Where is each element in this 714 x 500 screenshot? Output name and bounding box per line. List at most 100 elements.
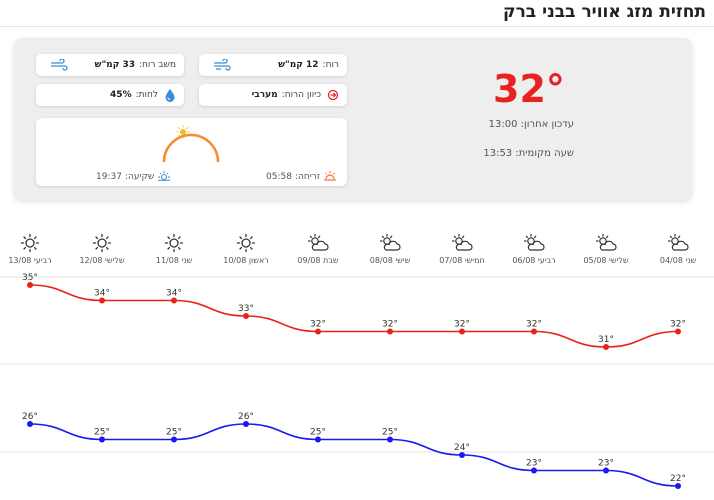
partly-cloudy-icon	[432, 232, 492, 254]
high-temperature-point	[99, 297, 105, 304]
high-temperature-label: 32°	[526, 320, 542, 330]
low-temperature-label: 23°	[526, 459, 542, 469]
low-temperature-label: 25°	[166, 428, 182, 438]
forecast-day-label: שלישי 12/08	[79, 256, 125, 265]
sun-icon	[72, 232, 132, 254]
sunrise-time: 05:58	[266, 172, 292, 182]
forecast-day-label: חמישי 07/08	[439, 256, 485, 265]
last-update-time: 13:00	[488, 119, 518, 130]
humidity-value: 45%	[110, 90, 132, 100]
low-temperature-point	[315, 436, 321, 443]
humidity-pill: לחות: 45%	[36, 84, 184, 106]
humidity-drop-icon	[164, 88, 176, 102]
forecast-day-label: שלישי 05/08	[583, 256, 629, 265]
low-temperature-label: 25°	[310, 428, 326, 438]
forecast-day-label: רביעי 13/08	[8, 256, 52, 265]
low-temperature-line	[29, 423, 679, 487]
sunrise-label: זריחה:	[294, 172, 320, 182]
forecast-day: שלישי 12/08	[72, 232, 132, 265]
sunrise-info: זריחה: 05:58	[266, 170, 337, 184]
forecast-day: ראשון 10/08	[216, 232, 276, 265]
wind-direction-pill: כיוון הרוח: מערבי	[199, 84, 347, 106]
partly-cloudy-icon	[648, 232, 708, 254]
sunset-time: 19:37	[96, 172, 122, 182]
high-temperature-point	[243, 313, 249, 319]
gust-icon	[50, 59, 68, 71]
forecast-day: חמישי 07/08	[432, 232, 492, 265]
sunset-icon	[157, 170, 171, 184]
sun-times-box: זריחה: 05:58 שקיעה: 19:37	[36, 118, 347, 186]
last-update: עדכון אחרון: 13:00	[489, 119, 574, 130]
compass-icon	[327, 89, 339, 101]
high-temperature-label: 32°	[382, 320, 398, 330]
forecast-day: רביעי 06/08	[504, 232, 564, 265]
sun-icon	[144, 232, 204, 254]
gust-label: משב רוח:	[139, 60, 176, 70]
local-time-label: שעה מקומית:	[515, 148, 574, 159]
forecast-day: שבת 09/08	[288, 232, 348, 265]
high-temperature-point	[387, 328, 393, 335]
forecast-day: שני 11/08	[144, 232, 204, 265]
high-temperature-point	[603, 344, 609, 350]
partly-cloudy-icon	[360, 232, 420, 254]
low-temperature-label: 24°	[454, 443, 470, 453]
high-temperature-point	[315, 328, 321, 335]
wind-pill: רוח: 12 קמ"ש	[199, 54, 347, 76]
page-title: תחזית מזג אוויר בבני ברק	[503, 2, 706, 22]
low-temperature-label: 23°	[598, 459, 614, 469]
sun-position-icon	[176, 124, 190, 143]
low-temperature-point	[459, 452, 465, 458]
low-temperature-point	[171, 436, 177, 443]
high-temperature-point	[531, 328, 537, 335]
sunset-info: שקיעה: 19:37	[96, 170, 171, 184]
last-update-label: עדכון אחרון:	[520, 119, 574, 130]
forecast-day: רביעי 13/08	[0, 232, 60, 265]
low-temperature-point	[603, 467, 609, 474]
forecast-day-label: רביעי 06/08	[512, 256, 556, 265]
humidity-label: לחות:	[135, 90, 158, 100]
high-temperature-point	[171, 297, 177, 304]
low-temperature-point	[531, 467, 537, 474]
high-temperature-label: 34°	[166, 289, 182, 299]
wind-value: 12 קמ"ש	[278, 60, 319, 70]
high-temperature-point	[675, 328, 681, 335]
forecast-day-label: שבת 09/08	[297, 256, 339, 265]
high-temperature-line	[29, 284, 679, 348]
low-temperature-point	[675, 483, 681, 489]
high-temperature-point	[27, 282, 33, 288]
partly-cloudy-icon	[504, 232, 564, 254]
low-temperature-label: 25°	[94, 428, 110, 438]
low-temperature-label: 26°	[238, 412, 254, 422]
sunset-label: שקיעה:	[124, 172, 155, 182]
high-temperature-label: 32°	[454, 320, 470, 330]
low-temperature-point	[243, 421, 249, 427]
gust-value: 33 קמ"ש	[94, 60, 135, 70]
sun-icon	[216, 232, 276, 254]
wind-icon	[213, 59, 231, 71]
low-temperature-label: 25°	[382, 428, 398, 438]
high-temperature-label: 35°	[22, 273, 38, 283]
current-temperature: 32°	[493, 67, 565, 111]
low-temperature-point	[27, 421, 33, 427]
title-divider	[0, 26, 714, 27]
forecast-day: שישי 08/08	[360, 232, 420, 265]
forecast-day-label: שישי 08/08	[369, 256, 411, 265]
low-temperature-point	[99, 436, 105, 443]
low-temperature-point	[387, 436, 393, 443]
forecast-day: שני 04/08	[648, 232, 708, 265]
local-time: שעה מקומית: 13:53	[483, 148, 574, 159]
wind-direction-value: מערבי	[251, 90, 278, 100]
gust-pill: משב רוח: 33 קמ"ש	[36, 54, 184, 76]
local-time-value: 13:53	[483, 148, 513, 159]
high-temperature-label: 32°	[670, 320, 686, 330]
sun-icon	[0, 232, 60, 254]
high-temperature-label: 33°	[238, 304, 254, 314]
low-temperature-label: 26°	[22, 412, 38, 422]
forecast-day-label: שני 04/08	[659, 256, 697, 265]
low-temperature-label: 22°	[670, 474, 686, 484]
high-temperature-label: 31°	[598, 335, 614, 345]
wind-label: רוח:	[322, 60, 339, 70]
forecast-day-label: שני 11/08	[155, 256, 193, 265]
sunrise-icon	[323, 170, 337, 184]
